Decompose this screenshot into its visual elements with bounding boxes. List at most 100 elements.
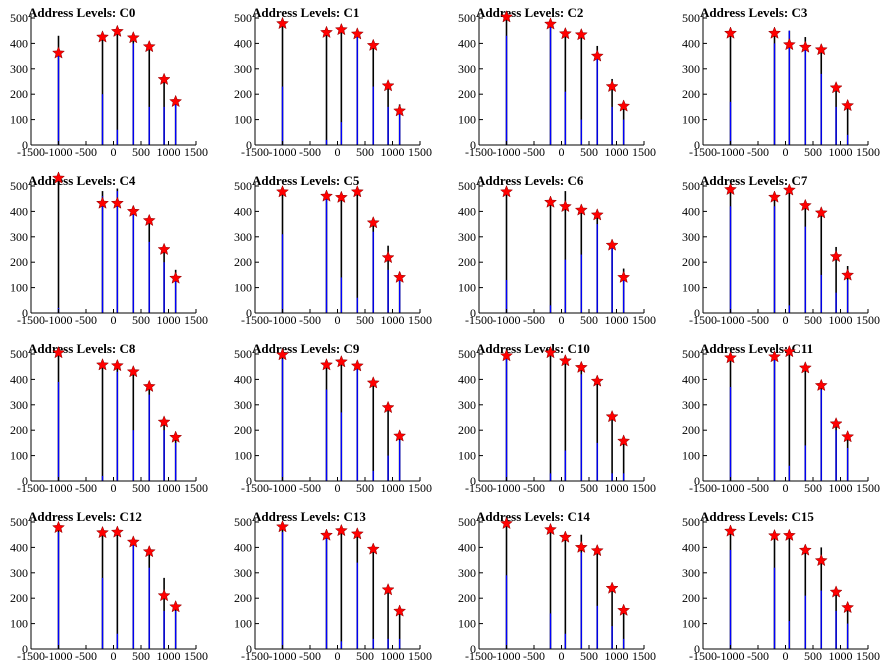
x-tick-label: 1500 xyxy=(184,649,208,663)
y-tick-label: 0 xyxy=(246,138,252,152)
chart-panel: Address Levels: C2 0 100 200 300 400 500 -1500-… xyxy=(448,0,672,168)
star-marker xyxy=(767,26,782,39)
star-marker xyxy=(841,429,855,443)
chart-panel: Address Levels: C9 0 100 200 300 400 500 -1500-… xyxy=(224,336,448,504)
star-marker xyxy=(319,528,334,541)
star-marker xyxy=(499,10,514,23)
bar-blue xyxy=(611,473,613,481)
star-marker xyxy=(841,268,855,281)
bar-blue xyxy=(387,455,389,481)
bar-black xyxy=(788,189,791,313)
x-tick-label: 0 xyxy=(335,649,341,663)
bar-black xyxy=(372,549,375,649)
star-marker xyxy=(95,525,110,539)
star-marker xyxy=(543,345,558,359)
bar-blue xyxy=(116,129,118,145)
star-marker xyxy=(814,42,828,56)
bar-blue xyxy=(57,532,60,649)
bar-blue xyxy=(804,445,806,481)
bar-blue xyxy=(788,305,790,313)
bar-blue xyxy=(729,206,732,313)
bar-blue xyxy=(163,106,165,145)
bar-blue xyxy=(148,241,150,313)
star-marker xyxy=(814,553,828,567)
bar-black xyxy=(116,28,119,145)
x-tick-label: -1000 xyxy=(493,481,521,495)
y-tick-label: 300 xyxy=(234,230,252,244)
bar-black xyxy=(622,608,625,649)
x-tick-label: 500 xyxy=(356,481,374,495)
chart-panel: Address Levels: C5 0 100 200 300 400 500 -1500-… xyxy=(224,168,448,336)
x-tick-label: -1000 xyxy=(269,649,297,663)
bar-blue xyxy=(372,638,374,649)
bar-blue xyxy=(549,473,552,481)
x-tick-label: -500 xyxy=(75,145,97,159)
x-tick-label: -1000 xyxy=(717,649,745,663)
y-tick-label: 0 xyxy=(470,138,476,152)
y-tick-label: 300 xyxy=(458,230,476,244)
bar-black xyxy=(340,197,343,313)
bar-blue xyxy=(116,371,118,481)
x-tick-label: -1500 xyxy=(465,145,493,159)
star-marker xyxy=(366,215,380,229)
y-tick-label: 100 xyxy=(234,449,252,463)
y-tick-label: 400 xyxy=(458,540,476,554)
star-marker xyxy=(51,520,66,534)
y-tick-label: 500 xyxy=(234,11,252,25)
bar-blue xyxy=(356,562,358,649)
bar-blue xyxy=(132,542,134,649)
star-marker xyxy=(366,376,380,389)
chart-title: Address Levels: C10 xyxy=(476,341,590,356)
bar-blue xyxy=(820,389,822,481)
star-marker xyxy=(574,27,588,41)
bar-blue xyxy=(175,610,177,649)
x-tick-label: -500 xyxy=(75,313,97,327)
star-marker xyxy=(275,16,290,30)
y-tick-label: 300 xyxy=(234,62,252,76)
x-tick-label: 0 xyxy=(111,481,117,495)
x-tick-label: 1500 xyxy=(632,649,656,663)
star-marker xyxy=(95,196,110,209)
star-marker xyxy=(605,581,619,594)
bar-blue xyxy=(281,234,284,313)
y-tick-label: 0 xyxy=(22,306,28,320)
bar-blue xyxy=(820,73,822,145)
y-tick-label: 300 xyxy=(234,398,252,412)
x-tick-label: -1000 xyxy=(269,313,297,327)
y-tick-label: 0 xyxy=(470,642,476,656)
bar-blue xyxy=(773,43,776,145)
bar-blue xyxy=(847,447,849,481)
bar-blue xyxy=(505,575,508,649)
y-tick-label: 0 xyxy=(22,138,28,152)
bar-black xyxy=(549,201,552,313)
y-tick-label: 0 xyxy=(694,474,700,488)
star-marker xyxy=(51,171,66,184)
x-tick-label: 0 xyxy=(783,649,789,663)
bar-black xyxy=(611,588,613,649)
x-tick-label: -1000 xyxy=(717,145,745,159)
x-tick-label: -500 xyxy=(299,481,321,495)
x-tick-label: 1000 xyxy=(157,145,181,159)
y-tick-label: 500 xyxy=(10,11,28,25)
x-tick-label: -1500 xyxy=(689,313,717,327)
bar-blue xyxy=(57,381,60,481)
star-marker xyxy=(51,345,66,359)
x-tick-label: -500 xyxy=(299,145,321,159)
chart-svg: 0 100 200 300 400 500 -1500 -1000 -500 0 500 1000 15… xyxy=(458,10,656,159)
star-marker xyxy=(350,27,364,40)
star-marker xyxy=(574,360,588,374)
chart-panel: Address Levels: C3 0 100 200 300 400 500 -1500-… xyxy=(672,0,896,168)
x-tick-label: 1000 xyxy=(829,481,853,495)
y-tick-label: 500 xyxy=(458,11,476,25)
x-tick-label: -1000 xyxy=(493,649,521,663)
bar-blue xyxy=(623,119,625,145)
bar-blue xyxy=(549,305,552,313)
bar-black xyxy=(356,191,359,313)
y-tick-label: 300 xyxy=(234,566,252,580)
star-marker xyxy=(126,535,140,548)
bar-black xyxy=(596,379,599,481)
x-tick-label: -1500 xyxy=(17,145,45,159)
x-tick-label: -1000 xyxy=(717,481,745,495)
x-tick-label: 1500 xyxy=(632,481,656,495)
